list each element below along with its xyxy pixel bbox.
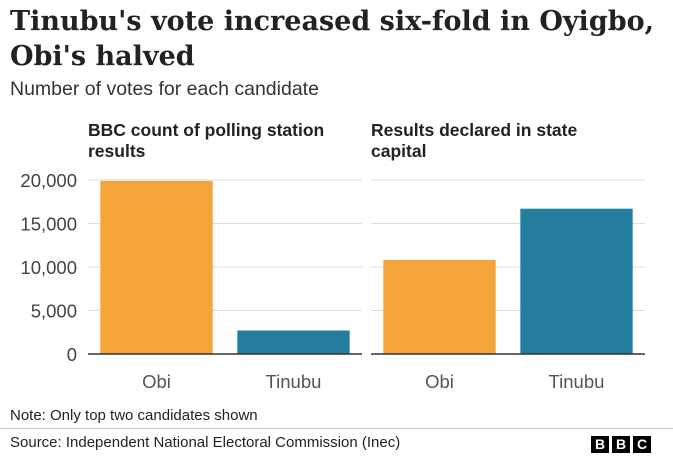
y-tick-label: 10,000: [20, 257, 77, 278]
y-tick-label: 20,000: [20, 170, 77, 191]
y-tick-label: 15,000: [20, 214, 77, 235]
panel-title-bbc-count: BBC count of polling station results: [88, 120, 325, 161]
panel-title-declared-results: Results declared in state capital: [371, 120, 578, 161]
y-tick-label: 0: [67, 344, 77, 365]
chart-note: Note: Only top two candidates shown: [10, 407, 258, 424]
chart-subtitle: Number of votes for each candidate: [10, 78, 319, 100]
x-category-label: Tinubu: [266, 371, 322, 392]
bar-tinubu: [520, 208, 633, 354]
bar-obi: [383, 260, 496, 354]
bar-tinubu: [237, 330, 350, 354]
bbc-logo-letter: B: [591, 436, 609, 453]
bar-charts: 20,000 15,000 10,000 5,000 0 Obi Tinubu Obi Tinu…: [20, 170, 645, 392]
y-tick-label: 5,000: [31, 301, 77, 322]
chart-source: Source: Independent National Electoral C…: [10, 434, 401, 451]
bbc-logo-letter: B: [612, 436, 630, 453]
bbc-logo: B B C: [591, 436, 651, 453]
x-category-label: Tinubu: [549, 371, 605, 392]
bbc-logo-letter: C: [633, 436, 651, 453]
x-category-label: Obi: [425, 371, 454, 392]
footer-divider: [0, 428, 673, 429]
x-category-label: Obi: [142, 371, 171, 392]
bar-obi: [100, 180, 213, 354]
chart-title: Tinubu's vote increased six-fold in Oyig…: [10, 6, 654, 72]
